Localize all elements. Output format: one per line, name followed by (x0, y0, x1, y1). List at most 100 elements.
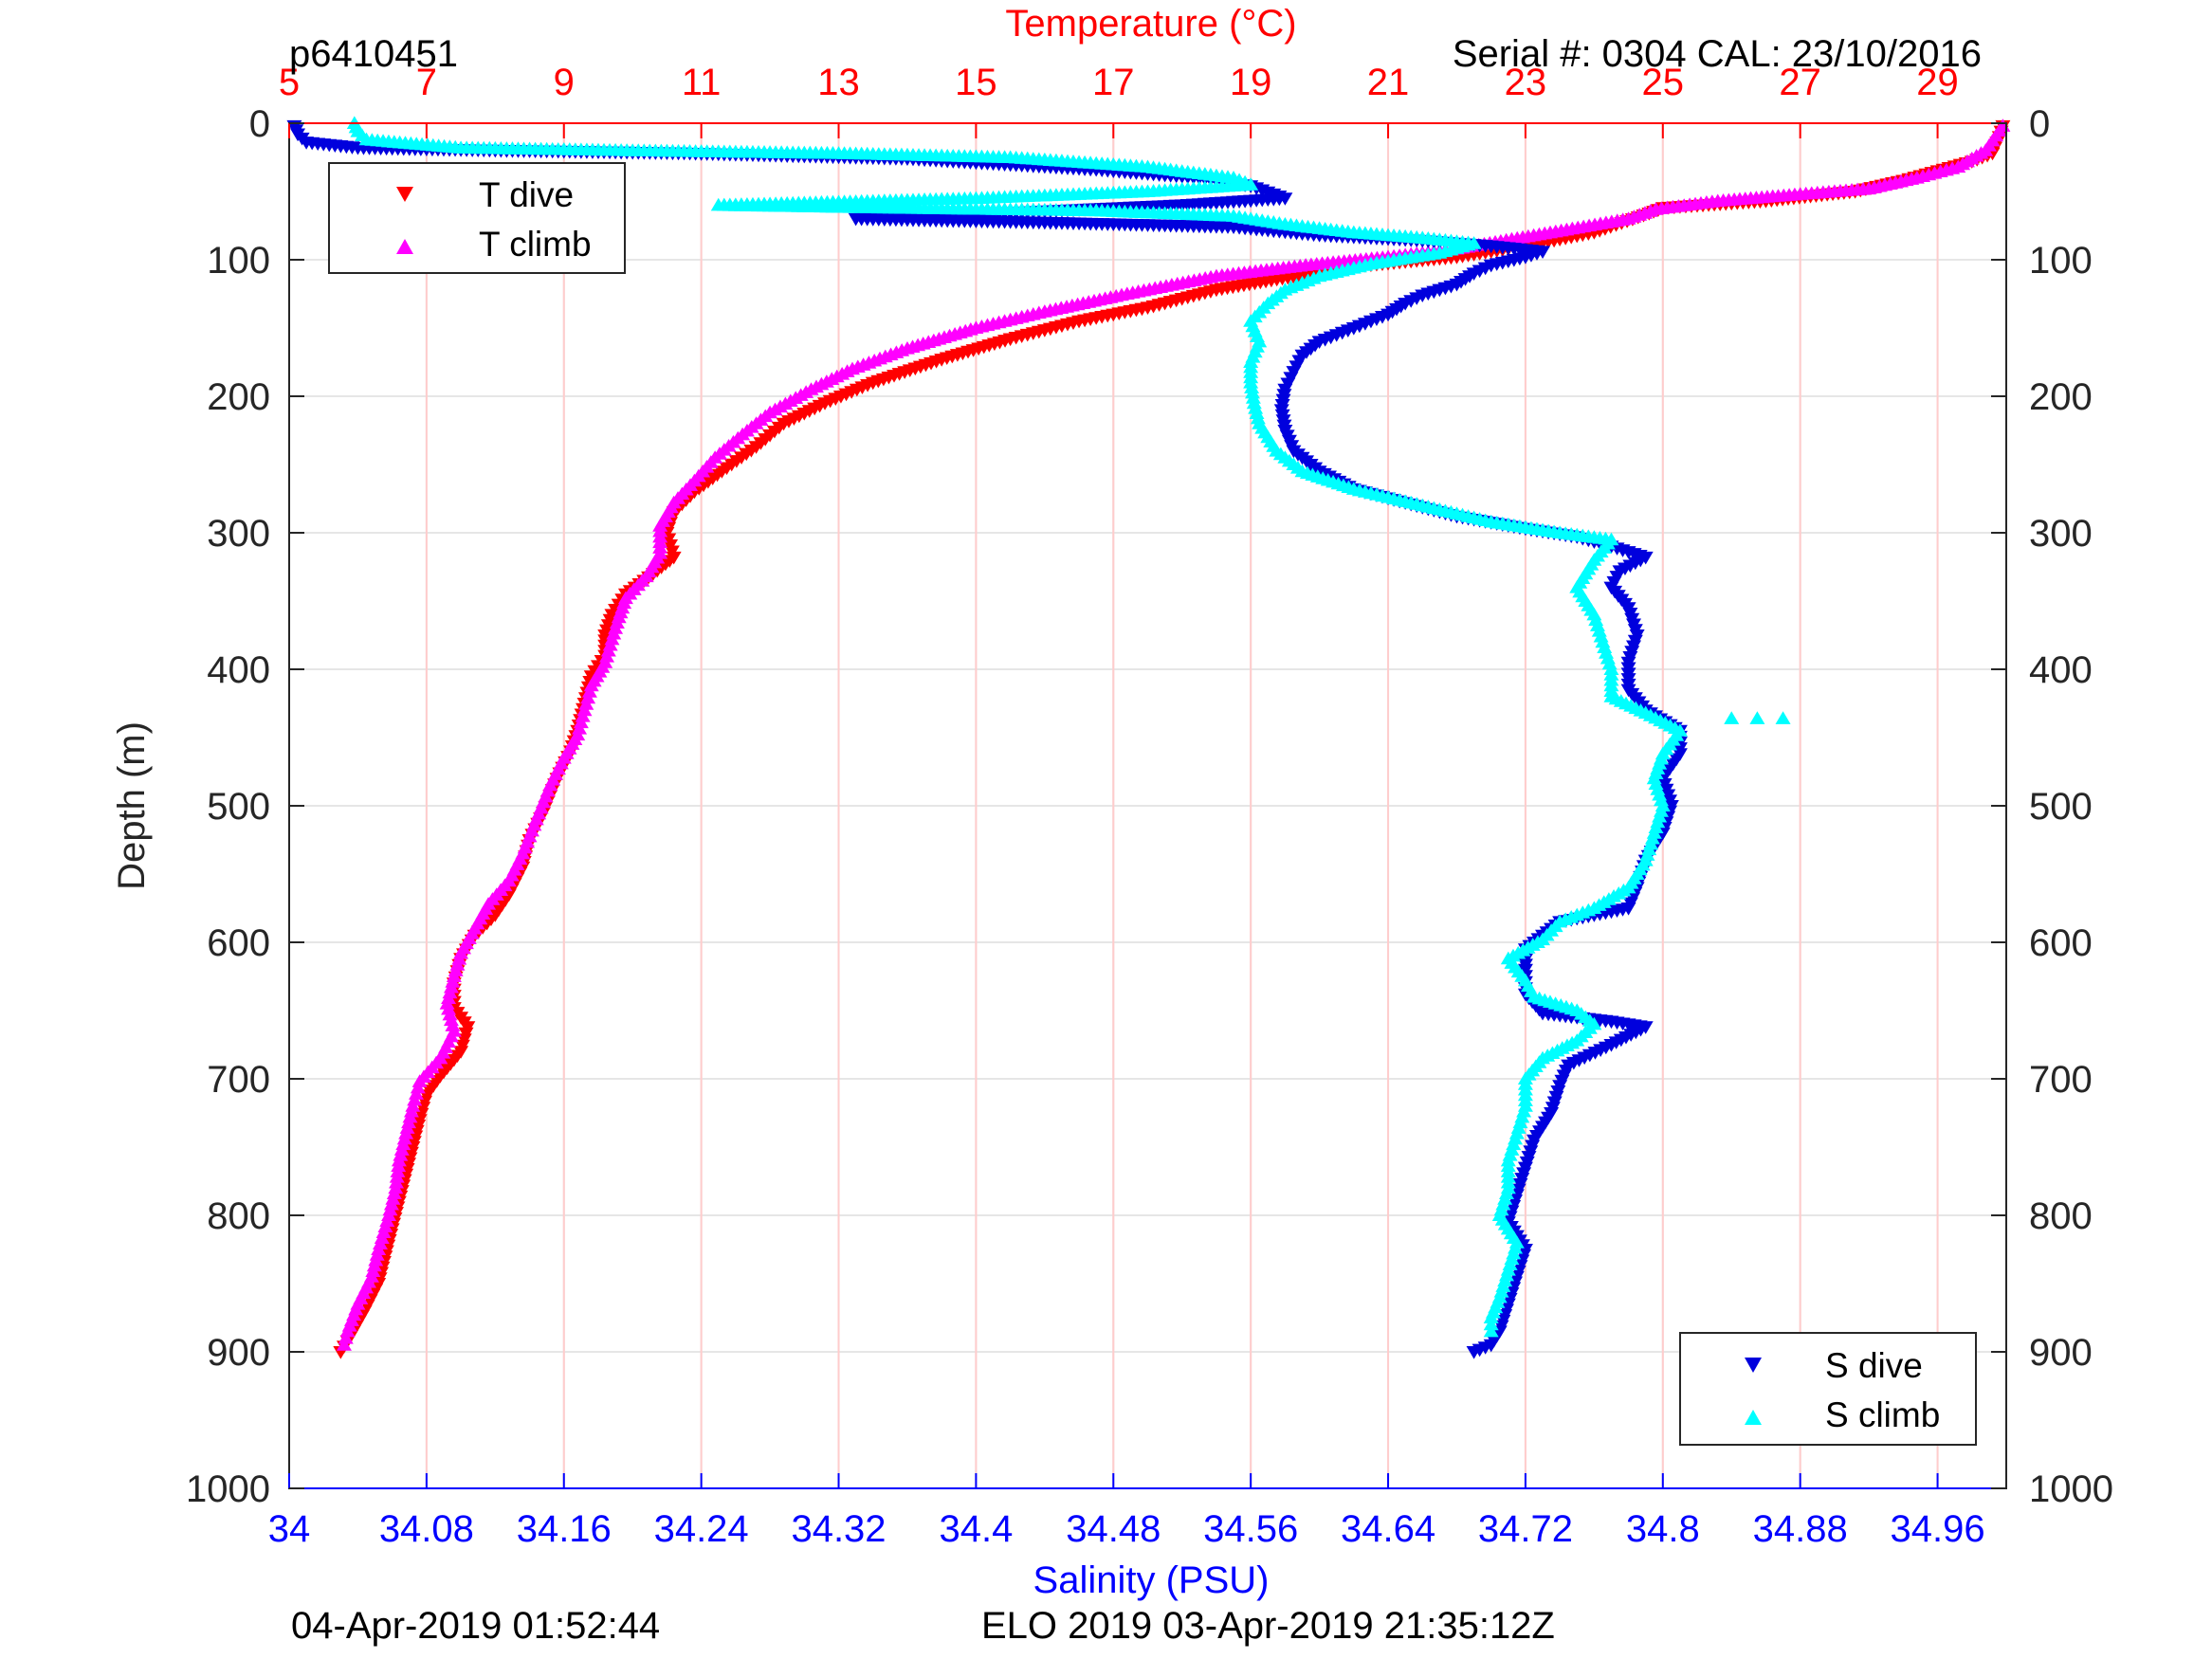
salinity-tick-label: 34.32 (791, 1508, 886, 1550)
depth-tick-label-right: 400 (2029, 649, 2093, 691)
depth-tick-label-left: 100 (207, 240, 270, 282)
salinity-axis-title: Salinity (PSU) (1033, 1559, 1270, 1601)
mission-timestamp: ELO 2019 03-Apr-2019 21:35:12Z (981, 1605, 1555, 1647)
legend-label-t-climb: T climb (479, 225, 592, 264)
s-climb-marker (1243, 375, 1259, 389)
depth-tick-label-left: 0 (249, 103, 270, 145)
t-climb-marker (409, 1086, 425, 1100)
t-climb-marker (391, 1158, 407, 1173)
salinity-tick-label: 34.48 (1066, 1508, 1161, 1550)
legend-marker-t-dive (396, 187, 413, 202)
temperature-tick-label: 27 (1779, 62, 1821, 103)
salinity-tick-label: 34.96 (1891, 1508, 1985, 1550)
temperature-tick-label: 13 (817, 62, 860, 103)
t-climb-marker (391, 1153, 407, 1167)
salinity-tick-label: 34.4 (939, 1508, 1013, 1550)
depth-tick-label-left: 400 (207, 649, 270, 691)
temperature-axis-title: Temperature (°C) (1005, 3, 1296, 45)
s-climb-marker (1483, 1323, 1499, 1338)
s-climb-marker (1244, 385, 1260, 399)
legend-temperature: T dive T climb (328, 162, 626, 274)
temperature-tick-label: 19 (1230, 62, 1272, 103)
salinity-tick-label: 34.88 (1753, 1508, 1848, 1550)
serial-cal-label: Serial #: 0304 CAL: 23/10/2016 (1453, 33, 1982, 75)
legend-label-s-dive: S dive (1825, 1346, 1923, 1385)
salinity-tick-label: 34.72 (1478, 1508, 1573, 1550)
t-climb-marker (410, 1080, 426, 1094)
depth-tick-label-left: 800 (207, 1195, 270, 1237)
temperature-tick-label: 21 (1367, 62, 1410, 103)
temperature-tick-label: 7 (416, 62, 437, 103)
local-timestamp: 04-Apr-2019 01:52:44 (291, 1605, 660, 1647)
data-markers (286, 116, 2011, 1359)
t-climb-marker (390, 1164, 406, 1177)
depth-tick-label-right: 0 (2029, 103, 2050, 145)
profile-id: p6410451 (289, 33, 458, 75)
s-climb-outliers-marker (1749, 711, 1765, 724)
depth-tick-label-right: 500 (2029, 786, 2093, 828)
temperature-tick-label: 11 (682, 62, 722, 103)
legend-marker-t-climb (396, 239, 413, 254)
salinity-tick-label: 34.64 (1341, 1508, 1435, 1550)
t-climb-marker (572, 721, 588, 735)
depth-tick-label-right: 700 (2029, 1059, 2093, 1101)
salinity-tick-label: 34.16 (517, 1508, 612, 1550)
depth-axis-title: Depth (m) (111, 721, 153, 890)
salinity-tick-label: 34.56 (1203, 1508, 1298, 1550)
depth-tick-label-left: 700 (207, 1059, 270, 1101)
t-climb-marker (580, 690, 596, 704)
salinity-tick-label: 34.08 (379, 1508, 474, 1550)
s-dive-marker (1466, 1346, 1482, 1359)
t-climb-marker (583, 678, 599, 692)
temperature-tick-label: 17 (1092, 62, 1135, 103)
depth-tick-label-right: 800 (2029, 1195, 2093, 1237)
s-climb-outliers-marker (1775, 711, 1791, 724)
depth-tick-label-left: 300 (207, 513, 270, 555)
depth-tick-label-left: 500 (207, 786, 270, 828)
legend-box (1679, 1332, 1977, 1446)
temperature-tick-label: 23 (1505, 62, 1547, 103)
axes: 5 7 9 11 13 15 17 19 21 23 25 27 29 34 34.08 34.16 34.24… (186, 62, 2113, 1550)
depth-tick-label-left: 900 (207, 1332, 270, 1374)
depth-tick-label-left: 1000 (186, 1468, 270, 1510)
depth-tick-label-right: 1000 (2029, 1468, 2113, 1510)
t-climb-marker (581, 684, 597, 698)
depth-tick-label-left: 200 (207, 376, 270, 418)
t-climb-marker (339, 1323, 356, 1338)
s-climb-marker (1483, 1310, 1499, 1323)
s-climb-marker (1244, 380, 1260, 393)
depth-tick-label-right: 300 (2029, 513, 2093, 555)
s-climb-marker (1483, 1317, 1499, 1331)
t-climb-marker (336, 1338, 352, 1351)
legend-marker-s-dive (1745, 1358, 1762, 1373)
legend-marker-s-climb (1745, 1410, 1762, 1425)
depth-tick-label-right: 100 (2029, 240, 2093, 282)
t-climb-marker (575, 709, 591, 722)
legend-box (328, 162, 626, 274)
salinity-tick-label: 34.8 (1626, 1508, 1700, 1550)
t-climb-marker (389, 1170, 405, 1183)
t-climb-marker (338, 1331, 354, 1344)
temperature-tick-label: 9 (554, 62, 575, 103)
temperature-tick-label: 29 (1916, 62, 1959, 103)
t-climb-marker (389, 1175, 405, 1189)
s-climb-outliers-marker (1724, 711, 1740, 724)
legend-label-t-dive: T dive (479, 175, 574, 214)
depth-tick-label-right: 200 (2029, 376, 2093, 418)
depth-tick-label-right: 900 (2029, 1332, 2093, 1374)
temperature-tick-label: 15 (955, 62, 997, 103)
t-climb-marker (573, 715, 589, 729)
t-climb-marker (576, 702, 593, 717)
temperature-tick-label: 5 (279, 62, 300, 103)
depth-tick-label-right: 600 (2029, 922, 2093, 964)
salinity-tick-label: 34 (268, 1508, 311, 1550)
t-climb-marker (578, 697, 594, 710)
t-climb-marker (411, 1074, 428, 1087)
t-climb-marker (407, 1092, 423, 1106)
temperature-tick-label: 25 (1642, 62, 1685, 103)
s-climb-marker (1245, 391, 1261, 404)
legend-salinity: S dive S climb (1679, 1332, 1977, 1446)
salinity-tick-label: 34.24 (654, 1508, 749, 1550)
depth-tick-label-left: 600 (207, 922, 270, 964)
